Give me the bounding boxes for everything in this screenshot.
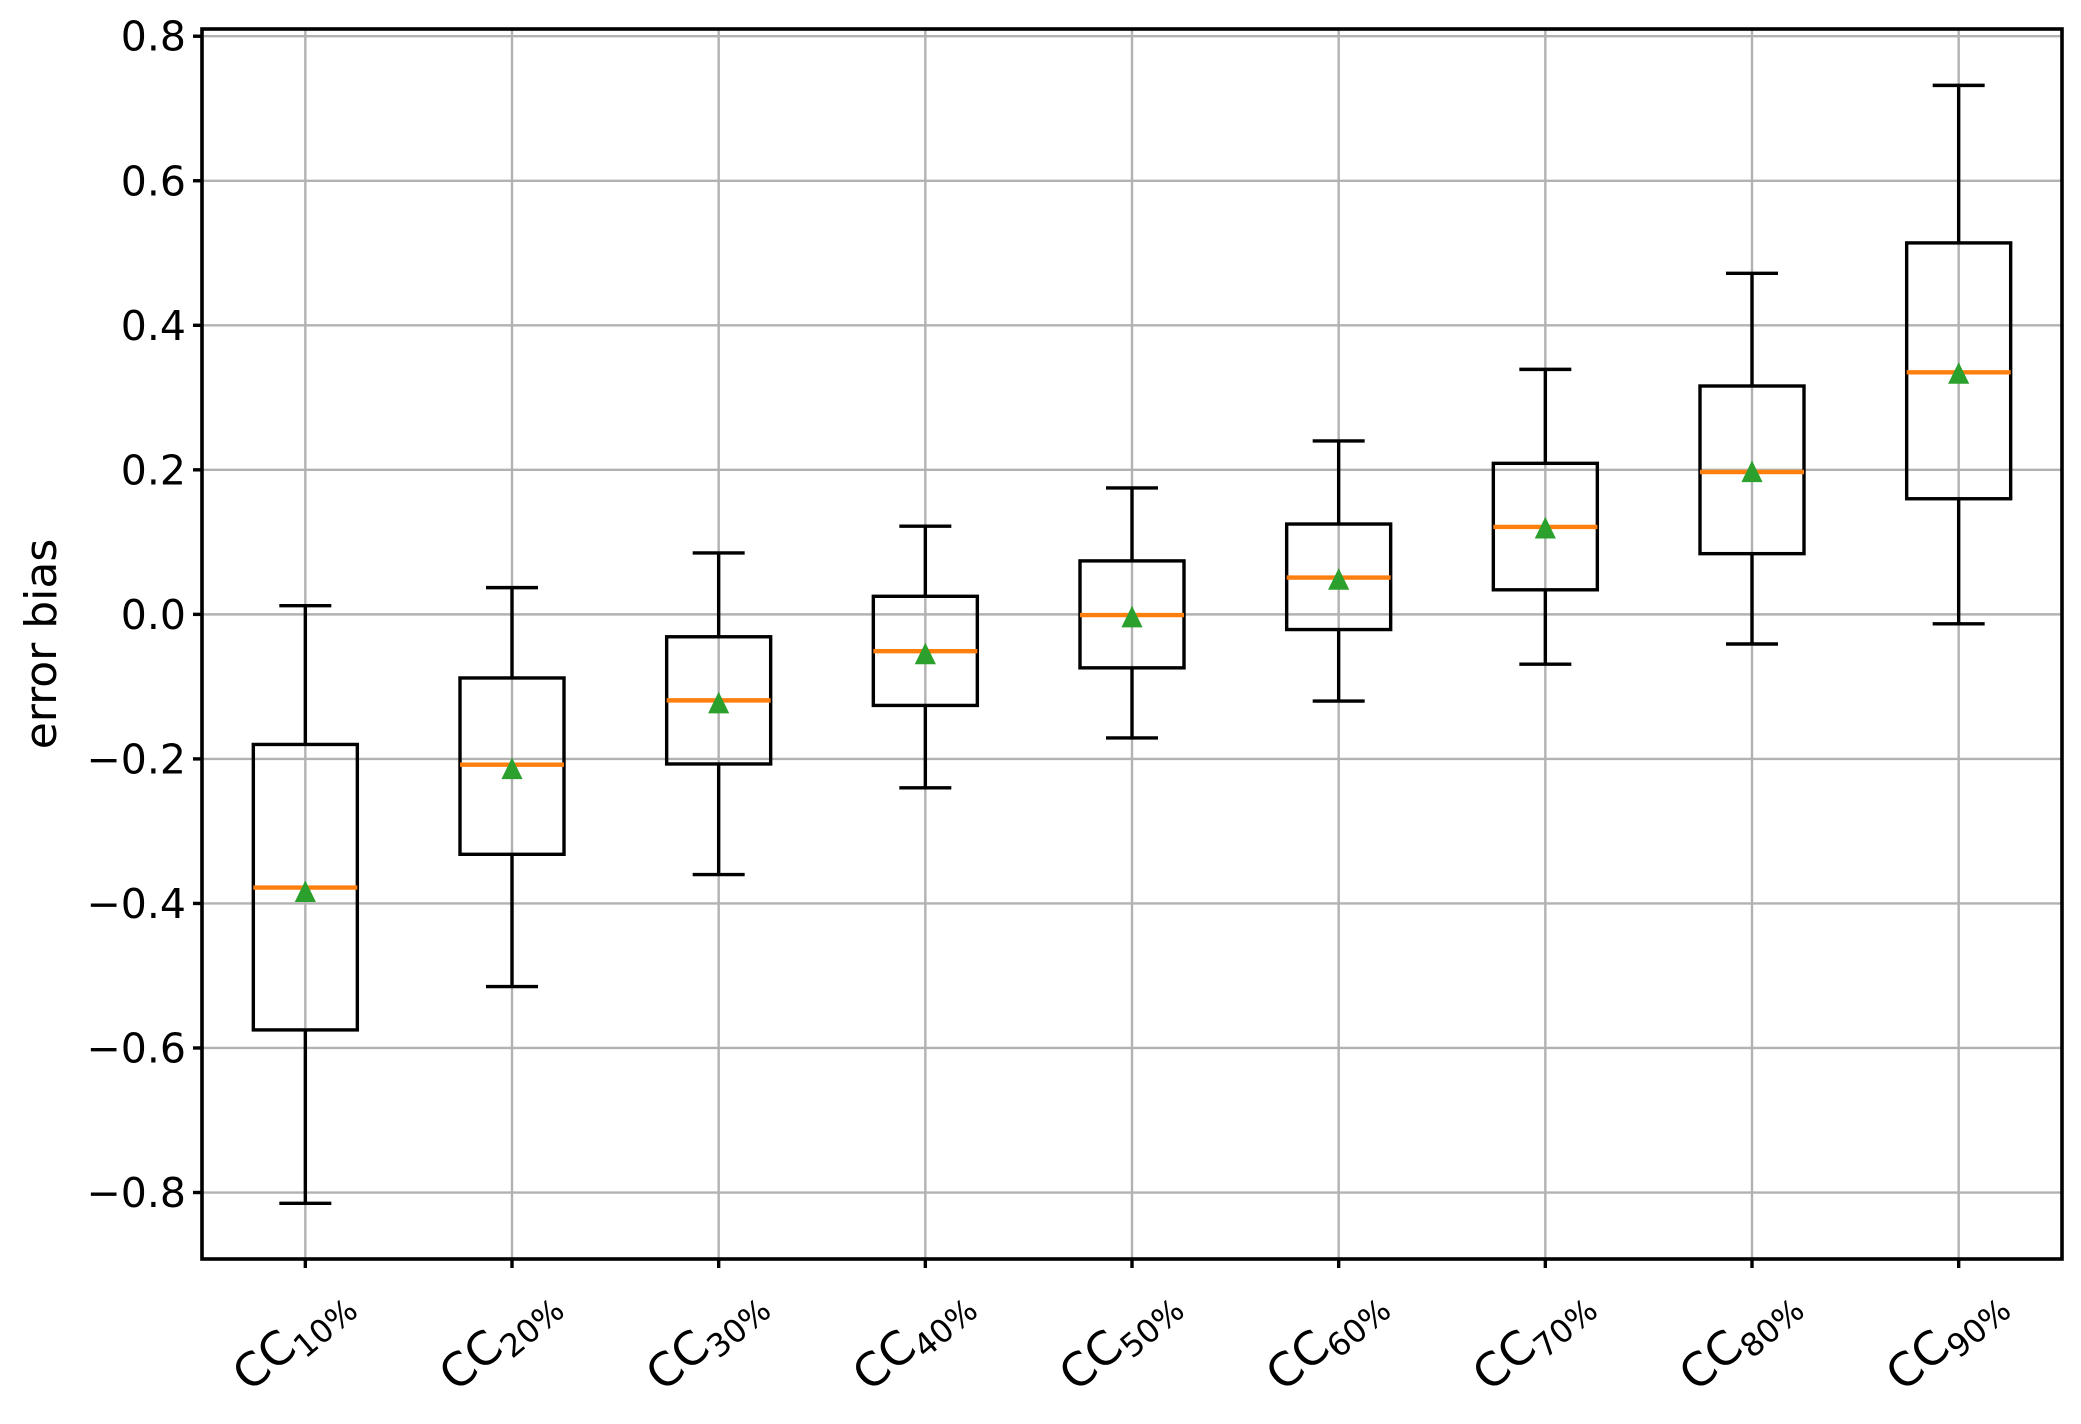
y-tick-label: −0.4 [86, 880, 186, 928]
box-CC50% [1078, 486, 1186, 740]
box-CC30% [664, 551, 773, 877]
box-CC10% [251, 603, 360, 1206]
y-axis-label: error bias [16, 539, 67, 750]
box-CC60% [1284, 439, 1393, 703]
box-CC90% [1904, 83, 2013, 626]
y-tick-label: 0.0 [121, 591, 186, 639]
mean-marker [1948, 362, 1970, 384]
y-tick-label: 0.8 [121, 13, 186, 61]
boxes [251, 83, 2013, 1206]
y-tick-label: −0.6 [86, 1024, 186, 1072]
box-CC20% [458, 585, 566, 989]
mean-marker [1534, 516, 1556, 539]
mean-marker [501, 757, 523, 780]
y-tick-label: 0.2 [121, 446, 186, 494]
y-tick-label: 0.6 [121, 157, 186, 205]
mean-marker [708, 691, 730, 714]
y-tick-label: −0.8 [86, 1169, 186, 1217]
box-CC80% [1698, 271, 1806, 646]
mean-marker [294, 880, 316, 902]
y-axis: 0.8 0.6 0.4 0.2 0.0 −0.2 −0.4 −0.6 −0.8 [86, 13, 202, 1217]
box-CC40% [871, 524, 980, 790]
mean-marker [1741, 460, 1763, 483]
mean-marker [1328, 568, 1350, 590]
y-tick-label: 0.4 [121, 302, 186, 350]
box-CC70% [1491, 367, 1600, 666]
mean-marker [914, 642, 936, 665]
mean-marker [1121, 605, 1143, 628]
y-tick-label: −0.2 [86, 735, 186, 783]
